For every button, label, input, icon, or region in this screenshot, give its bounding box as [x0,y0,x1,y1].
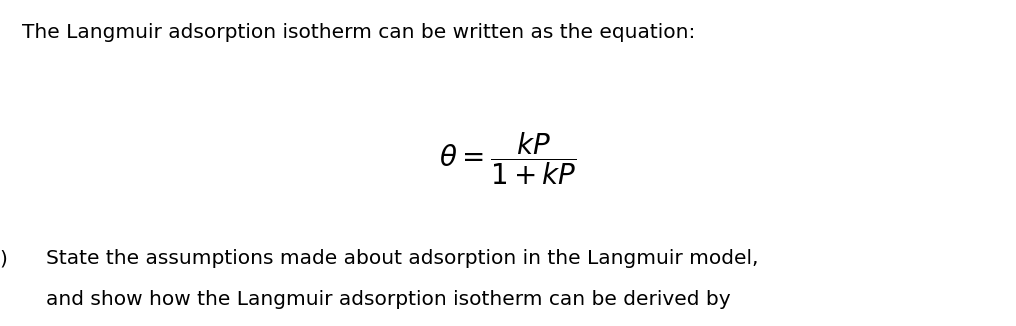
Text: The Langmuir adsorption isotherm can be written as the equation:: The Langmuir adsorption isotherm can be … [22,23,696,42]
Text: ): ) [0,249,14,268]
Text: State the assumptions made about adsorption in the Langmuir model,: State the assumptions made about adsorpt… [46,249,758,268]
Text: $\theta = \dfrac{kP}{1 + kP}$: $\theta = \dfrac{kP}{1 + kP}$ [439,130,577,187]
Text: and show how the Langmuir adsorption isotherm can be derived by: and show how the Langmuir adsorption iso… [46,290,731,309]
